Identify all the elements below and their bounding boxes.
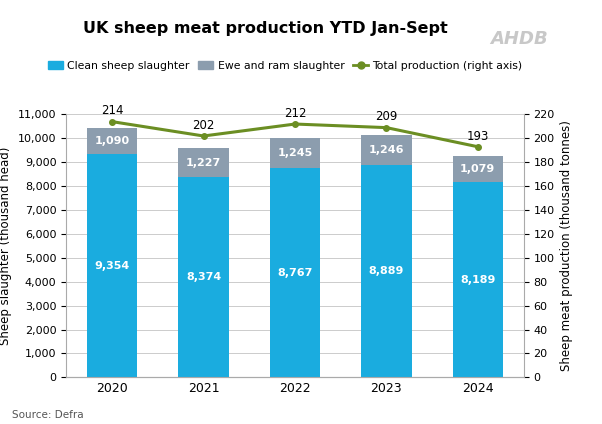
Y-axis label: Sheep slaughter (thousand head): Sheep slaughter (thousand head) bbox=[0, 147, 13, 345]
Bar bbox=[453, 181, 503, 377]
Text: 1,227: 1,227 bbox=[186, 158, 221, 167]
Text: 1,246: 1,246 bbox=[368, 145, 404, 155]
Text: UK sheep meat production YTD Jan-Sept: UK sheep meat production YTD Jan-Sept bbox=[82, 21, 447, 36]
Bar bbox=[87, 128, 137, 154]
Text: AHDB: AHDB bbox=[490, 30, 548, 47]
Text: 8,189: 8,189 bbox=[460, 274, 495, 285]
Bar bbox=[270, 138, 320, 168]
Text: 202: 202 bbox=[193, 119, 215, 132]
Bar bbox=[178, 148, 229, 177]
Text: 193: 193 bbox=[467, 130, 489, 142]
Bar bbox=[453, 156, 503, 181]
Bar bbox=[87, 154, 137, 377]
Legend: Clean sheep slaughter, Ewe and ram slaughter, Total production (right axis): Clean sheep slaughter, Ewe and ram slaug… bbox=[48, 61, 523, 70]
Text: 1,079: 1,079 bbox=[460, 164, 495, 174]
Text: 8,889: 8,889 bbox=[368, 266, 404, 276]
Y-axis label: Sheep meat production (thousand tonnes): Sheep meat production (thousand tonnes) bbox=[560, 120, 573, 371]
Text: 209: 209 bbox=[375, 110, 397, 123]
Text: 212: 212 bbox=[284, 107, 306, 120]
Text: 9,354: 9,354 bbox=[95, 261, 130, 271]
Text: Source: Defra: Source: Defra bbox=[12, 410, 84, 420]
Text: 8,767: 8,767 bbox=[278, 268, 312, 278]
Bar bbox=[270, 168, 320, 377]
Text: 1,245: 1,245 bbox=[278, 148, 312, 158]
Text: 1,090: 1,090 bbox=[95, 136, 129, 146]
Text: 214: 214 bbox=[101, 104, 123, 117]
Bar bbox=[361, 165, 412, 377]
Text: 8,374: 8,374 bbox=[186, 272, 221, 282]
Bar bbox=[361, 135, 412, 165]
Bar bbox=[178, 177, 229, 377]
